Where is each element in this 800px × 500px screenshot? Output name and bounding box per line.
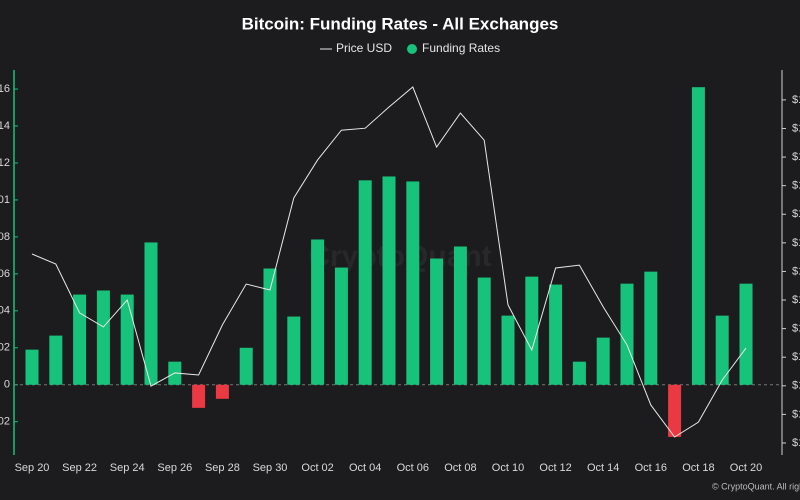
y-tick-label: 0.01	[0, 194, 10, 206]
bar	[263, 268, 277, 385]
bar	[549, 284, 563, 385]
bar	[25, 349, 39, 385]
bar	[96, 290, 110, 385]
bar	[120, 294, 134, 385]
y2-tick-label: $110K	[792, 151, 800, 163]
bar	[596, 337, 610, 385]
bar	[477, 277, 491, 385]
bar	[144, 242, 158, 385]
y2-tick-label: $100K	[792, 437, 800, 449]
x-tick-label: Oct 14	[587, 462, 619, 474]
x-tick-label: Oct 04	[349, 462, 381, 474]
x-tick-label: Sep 24	[110, 462, 145, 474]
bar	[430, 258, 444, 385]
bar	[668, 384, 682, 437]
legend-item: Price USD	[320, 41, 392, 55]
y-tick-label: 0.008	[0, 231, 10, 243]
legend-label: Price USD	[336, 41, 392, 55]
bar	[192, 384, 206, 408]
y2-tick-label: $103K	[792, 351, 800, 363]
x-tick-label: Oct 18	[682, 462, 714, 474]
y2-tick-label: $112K	[792, 94, 800, 106]
bar	[382, 176, 396, 385]
bar	[73, 294, 87, 385]
bar	[334, 267, 348, 385]
y2-tick-label: $106K	[792, 265, 800, 277]
y2-tick-label: $107K	[792, 237, 800, 249]
bar	[406, 181, 420, 385]
bar	[620, 283, 634, 385]
bar	[287, 316, 301, 385]
y2-tick-label: $105K	[792, 294, 800, 306]
y2-tick-label: $108K	[792, 208, 800, 220]
bar	[215, 384, 229, 399]
y-tick-label: 0.004	[0, 305, 10, 317]
bar	[715, 315, 729, 385]
x-tick-label: Oct 20	[730, 462, 762, 474]
y-tick-label: -0.002	[0, 416, 10, 428]
y2-tick-label: $102K	[792, 380, 800, 392]
legend-label: Funding Rates	[422, 41, 500, 55]
x-tick-label: Oct 12	[539, 462, 571, 474]
legend-swatch	[407, 44, 418, 54]
x-tick-label: Oct 06	[397, 462, 429, 474]
bar	[572, 361, 586, 385]
chart-title: Bitcoin: Funding Rates - All Exchanges	[242, 14, 559, 33]
bar	[358, 180, 372, 385]
y2-tick-label: $104K	[792, 323, 800, 335]
x-tick-label: Oct 02	[301, 462, 333, 474]
x-tick-label: Sep 26	[157, 462, 192, 474]
bar	[453, 246, 467, 385]
x-tick-label: Sep 22	[62, 462, 97, 474]
x-tick-label: Oct 10	[492, 462, 524, 474]
price-line	[31, 86, 747, 438]
x-tick-label: Oct 08	[444, 462, 476, 474]
x-tick-label: Sep 20	[15, 462, 50, 474]
y-tick-label: 0	[4, 379, 10, 391]
y-tick-label: 0.006	[0, 268, 10, 280]
x-tick-label: Sep 30	[253, 462, 288, 474]
y-tick-label: 0.012	[0, 157, 10, 169]
bar	[49, 335, 63, 385]
x-tick-label: Sep 28	[205, 462, 240, 474]
y2-tick-label: $111K	[792, 122, 800, 134]
bar	[739, 283, 753, 385]
y2-tick-label: $101K	[792, 408, 800, 420]
y-tick-label: 0.016	[0, 83, 10, 95]
source: © CryptoQuant. All rights reserved.	[712, 481, 800, 491]
x-tick-label: Oct 16	[635, 462, 667, 474]
y2-tick-label: $109K	[792, 180, 800, 192]
bar	[691, 87, 705, 385]
legend-item: Funding Rates	[407, 41, 500, 55]
bar	[239, 347, 253, 385]
bar	[525, 276, 539, 385]
y-tick-label: 0.014	[0, 120, 10, 132]
y-tick-label: 0.002	[0, 342, 10, 354]
bar	[501, 315, 515, 385]
bar	[644, 271, 658, 385]
bar	[311, 239, 325, 385]
